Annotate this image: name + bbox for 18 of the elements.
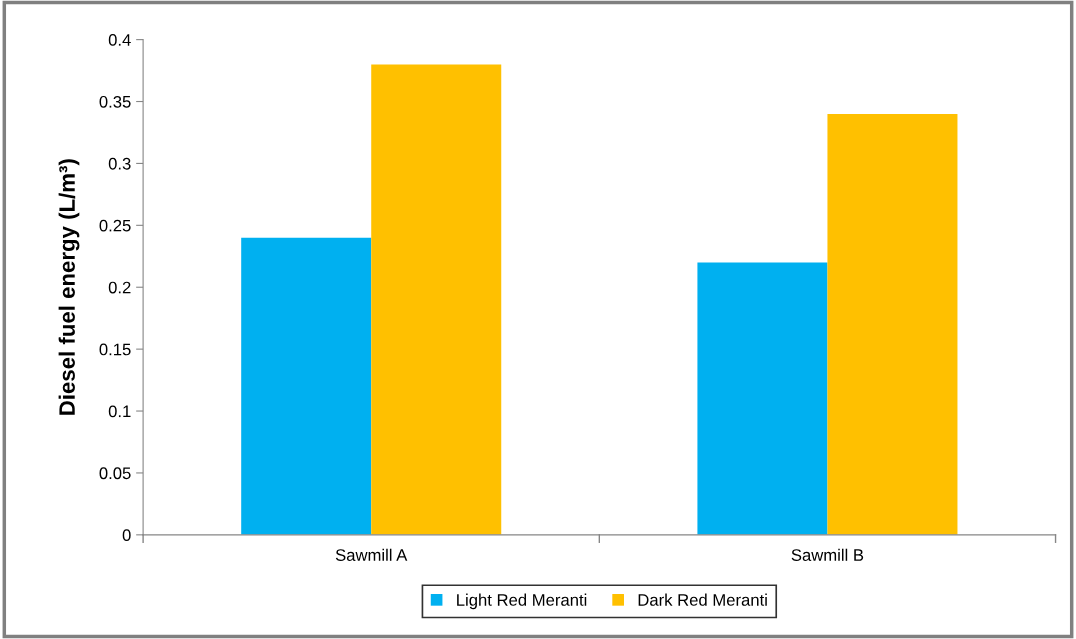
- legend-label: Dark Red Meranti: [638, 593, 767, 606]
- y-tick-label: 0.25: [99, 219, 131, 232]
- x-tick-label: Sawmill B: [791, 548, 864, 561]
- y-tick-label: 0.3: [108, 157, 131, 170]
- y-tick-label: 0.35: [99, 95, 131, 108]
- bar: [241, 237, 372, 535]
- y-axis-title: Diesel fuel energy (L/m³): [58, 159, 80, 415]
- y-tick-label: 0.15: [99, 343, 131, 356]
- bar: [371, 64, 502, 535]
- y-tick-label: 0.2: [108, 281, 131, 294]
- bar: [697, 262, 828, 535]
- y-tick-label: 0.05: [99, 467, 131, 480]
- legend-label: Light Red Meranti: [457, 593, 587, 610]
- bar: [827, 113, 958, 535]
- y-tick-label: 0.1: [108, 405, 131, 418]
- y-tick-label: 0: [122, 529, 131, 542]
- y-tick-label: 0.4: [108, 34, 131, 46]
- x-tick-label: Sawmill A: [335, 548, 408, 561]
